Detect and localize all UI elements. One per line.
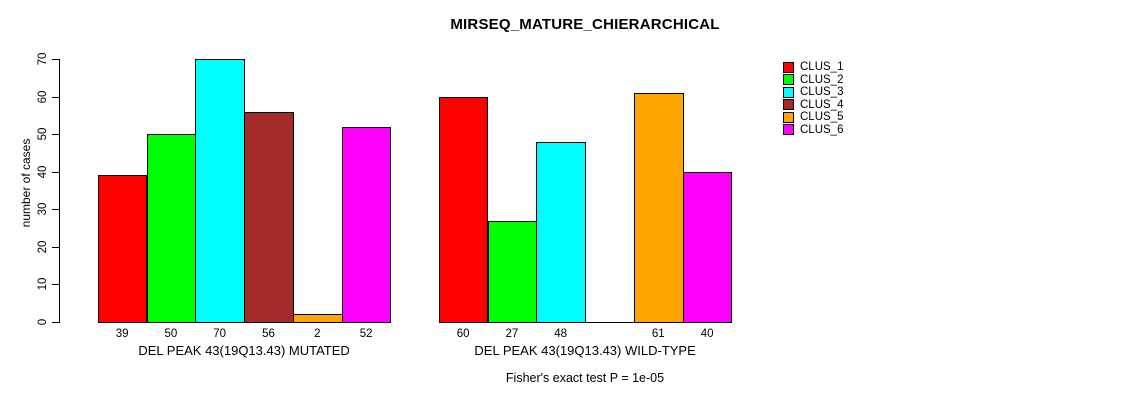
- y-axis-line: [59, 59, 60, 323]
- y-tick-label: 60: [37, 90, 49, 103]
- bar-value-label: 60: [456, 328, 470, 340]
- fisher-test-annotation: Fisher's exact test P = 1e-05: [505, 371, 665, 385]
- bar-clus_1: [438, 96, 489, 323]
- y-axis-tick: [52, 322, 59, 323]
- legend-label: CLUS_2: [800, 73, 844, 86]
- bar-clus_6: [682, 171, 733, 323]
- y-axis-tick: [52, 246, 59, 248]
- y-axis-tick: [52, 209, 59, 211]
- bar-clus_5: [292, 314, 343, 323]
- y-tick-label: 30: [37, 202, 49, 216]
- y-tick-label: 70: [37, 52, 49, 66]
- legend-swatch-icon: [783, 111, 794, 123]
- legend-item: CLUS_2: [783, 74, 843, 87]
- bar-clus_2: [146, 134, 197, 323]
- bar-value-label: 61: [651, 328, 665, 340]
- bar-clus_6: [341, 126, 392, 323]
- group-axis-label: DEL PEAK 43(19Q13.43) WILD-TYPE: [474, 343, 696, 358]
- legend-swatch-icon: [783, 86, 794, 98]
- legend-label: CLUS_5: [800, 111, 844, 124]
- bar-value-label: 40: [700, 328, 714, 340]
- y-tick-label: 0: [37, 318, 49, 326]
- y-tick-label: 10: [37, 278, 49, 291]
- y-tick-label: 20: [37, 240, 49, 254]
- bar-value-label: 70: [213, 328, 227, 340]
- y-tick-label: 50: [37, 127, 49, 141]
- bar-clus_2: [487, 220, 538, 323]
- y-axis-tick: [52, 171, 59, 173]
- legend-swatch-icon: [783, 61, 794, 73]
- bar-clus_3: [195, 59, 246, 323]
- legend-item: CLUS_5: [783, 111, 843, 124]
- bar-clus_3: [536, 141, 587, 323]
- legend-label: CLUS_1: [800, 61, 844, 74]
- bar-value-label: 50: [164, 328, 178, 340]
- legend-swatch-icon: [783, 99, 794, 111]
- legend-item: CLUS_1: [783, 61, 843, 74]
- legend-label: CLUS_6: [800, 123, 844, 136]
- bar-value-label: 52: [359, 328, 373, 340]
- y-axis-tick: [52, 284, 59, 286]
- legend-item: CLUS_3: [783, 86, 843, 99]
- bar-value-label: 48: [554, 328, 568, 340]
- group-axis-label: DEL PEAK 43(19Q13.43) MUTATED: [138, 343, 350, 358]
- y-axis-tick: [52, 59, 59, 60]
- bar-clus_1: [97, 175, 148, 323]
- y-axis-tick: [52, 96, 59, 98]
- bar-value-label: 56: [262, 328, 275, 340]
- legend: CLUS_1 CLUS_2 CLUS_3 CLUS_4 CLUS_5 CLUS_6: [783, 61, 843, 136]
- bar-clus_5: [633, 92, 684, 323]
- legend-swatch-icon: [783, 124, 794, 136]
- legend-label: CLUS_3: [800, 86, 844, 99]
- legend-swatch-icon: [783, 74, 794, 86]
- y-tick-label: 40: [37, 165, 49, 179]
- bar-value-label: 39: [115, 328, 129, 340]
- bar-clus_4: [244, 111, 294, 323]
- legend-item: CLUS_4: [783, 99, 843, 112]
- bar-value-label: 27: [505, 328, 519, 340]
- chart-title: MIRSEQ_MATURE_CHIERARCHICAL: [450, 16, 720, 33]
- legend-label: CLUS_4: [800, 98, 844, 111]
- legend-item: CLUS_6: [783, 124, 843, 137]
- bar-value-label: 2: [314, 328, 321, 340]
- y-axis-tick: [52, 134, 59, 136]
